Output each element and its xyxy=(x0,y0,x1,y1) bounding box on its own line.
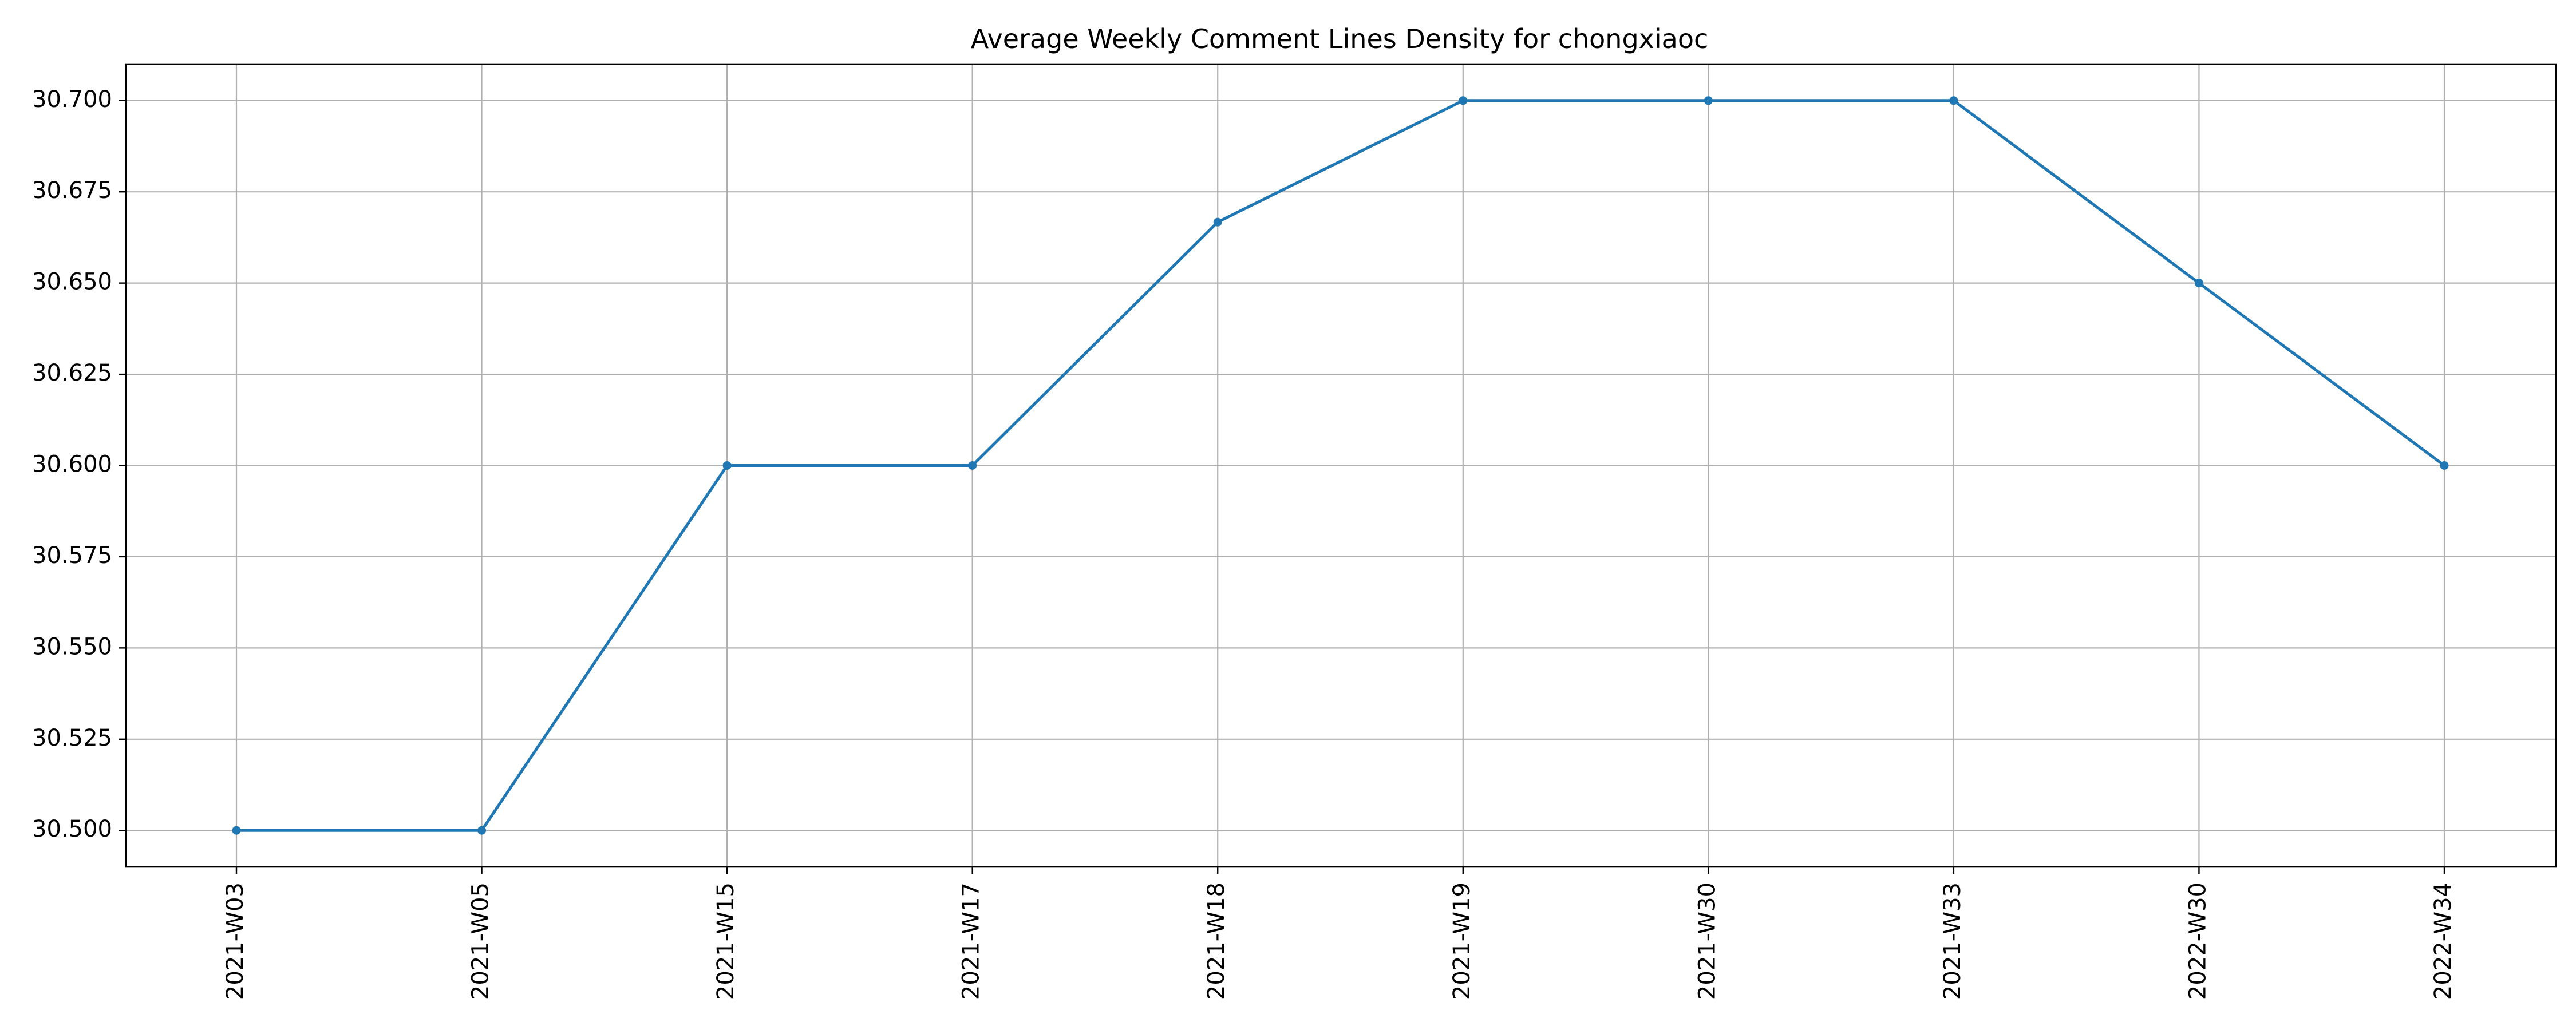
y-tick-label: 30.625 xyxy=(32,360,112,386)
data-point xyxy=(477,826,487,835)
x-tick-label: 2022-W30 xyxy=(2184,882,2211,1000)
x-tick-label: 2021-W18 xyxy=(1203,882,1230,1000)
y-tick-label: 30.550 xyxy=(32,633,112,660)
y-tick-label: 30.500 xyxy=(32,816,112,842)
x-tick-label: 2021-W19 xyxy=(1449,882,1475,1000)
x-tick-label: 2021-W03 xyxy=(222,882,248,1000)
axis-layer xyxy=(119,63,2557,874)
data-point xyxy=(2440,461,2449,470)
y-tick-label: 30.700 xyxy=(32,86,112,113)
x-tick-label: 2021-W33 xyxy=(1939,882,1966,1000)
x-tick-label: 2021-W30 xyxy=(1694,882,1720,1000)
tick-label-layer: 30.500 30.525 30.550 30.575 30.600 30.625 30.6… xyxy=(32,86,2456,1000)
x-tick-label: 2021-W15 xyxy=(713,882,739,1000)
y-tick-label: 30.600 xyxy=(32,451,112,478)
y-tick-label: 30.650 xyxy=(32,269,112,295)
y-tick-label: 30.525 xyxy=(32,725,112,751)
data-point xyxy=(722,461,732,470)
x-tick-label: 2021-W17 xyxy=(958,882,985,1000)
data-point xyxy=(968,461,977,470)
data-point xyxy=(232,826,241,835)
data-point xyxy=(2194,279,2203,288)
chart-title: Average Weekly Comment Lines Density for… xyxy=(971,23,1709,54)
x-tick-label: 2021-W05 xyxy=(468,882,494,1000)
data-point xyxy=(1213,217,1222,227)
series-line xyxy=(235,99,2446,832)
y-tick-label: 30.675 xyxy=(32,177,112,204)
data-point xyxy=(1949,96,1958,105)
data-point xyxy=(1704,96,1713,105)
x-tick-label: 2022-W34 xyxy=(2430,882,2456,1000)
grid-layer xyxy=(126,64,2556,867)
y-tick-label: 30.575 xyxy=(32,542,112,569)
data-point xyxy=(1459,96,1468,105)
series-layer xyxy=(232,96,2449,835)
